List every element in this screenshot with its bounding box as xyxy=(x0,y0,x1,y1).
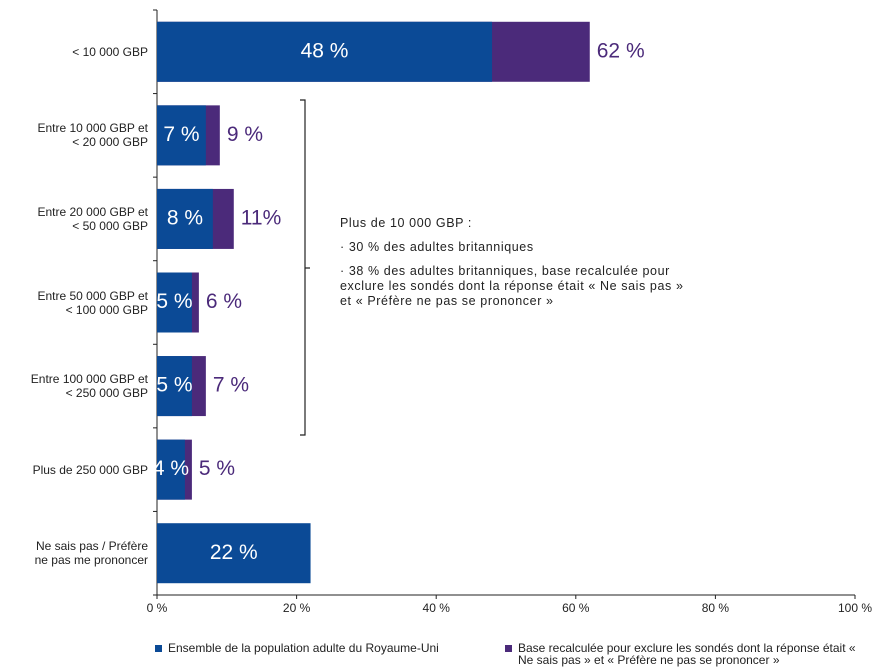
legend-label: Ensemble de la population adulte du Roya… xyxy=(168,641,439,655)
x-tick-label: 80 % xyxy=(702,601,730,615)
x-tick-label: 20 % xyxy=(283,601,311,615)
category-label: Entre 20 000 GBP et < 50 000 GBP xyxy=(37,204,148,233)
bracket xyxy=(300,99,310,436)
value-label: 5 % xyxy=(156,374,192,397)
x-tick-label: 40 % xyxy=(423,601,451,615)
x-tick-label: 0 % xyxy=(147,601,168,615)
value-label: 8 % xyxy=(167,206,203,229)
value-label: 6 % xyxy=(206,290,242,313)
x-tick-label: 100 % xyxy=(838,601,872,615)
value-label: 48 % xyxy=(301,39,349,62)
category-label: Entre 10 000 GBP et < 20 000 GBP xyxy=(37,121,148,150)
legend-swatch xyxy=(155,645,162,652)
value-label: 7 % xyxy=(213,374,249,397)
value-label: 4 % xyxy=(153,457,189,480)
category-label: Plus de 250 000 GBP xyxy=(32,462,148,477)
category-label: < 10 000 GBP xyxy=(72,44,148,59)
value-label: 22 % xyxy=(210,541,258,564)
bar xyxy=(157,188,213,249)
annotation-item: · 30 % des adultes britanniques xyxy=(340,240,534,254)
annotation: Plus de 10 000 GBP : · 30 % des adultes … xyxy=(340,216,700,318)
value-label: 62 % xyxy=(597,39,645,62)
x-tick-label: 60 % xyxy=(562,601,590,615)
annotation-item: · 38 % des adultes britanniques, base re… xyxy=(340,264,684,308)
category-label: Ne sais pas / Préfère ne pas me prononce… xyxy=(34,539,148,568)
value-label: 11% xyxy=(241,206,281,229)
bar xyxy=(157,439,185,500)
bar xyxy=(157,105,206,166)
legend-swatch xyxy=(505,645,512,652)
legend-item: Base recalculée pour exclure les sondés … xyxy=(505,642,865,666)
bar xyxy=(157,356,192,417)
category-label: Entre 100 000 GBP et < 250 000 GBP xyxy=(30,372,148,401)
value-label: 9 % xyxy=(227,123,263,146)
bar xyxy=(157,21,493,82)
legend-label: Base recalculée pour exclure les sondés … xyxy=(518,641,856,667)
bar xyxy=(157,272,192,333)
value-label: 5 % xyxy=(156,290,192,313)
bar xyxy=(157,523,311,584)
value-label: 5 % xyxy=(199,457,235,480)
legend-item: Ensemble de la population adulte du Roya… xyxy=(155,642,485,654)
value-label: 7 % xyxy=(163,123,199,146)
category-label: Entre 50 000 GBP et < 100 000 GBP xyxy=(37,288,148,317)
annotation-title: Plus de 10 000 GBP : xyxy=(340,216,472,230)
